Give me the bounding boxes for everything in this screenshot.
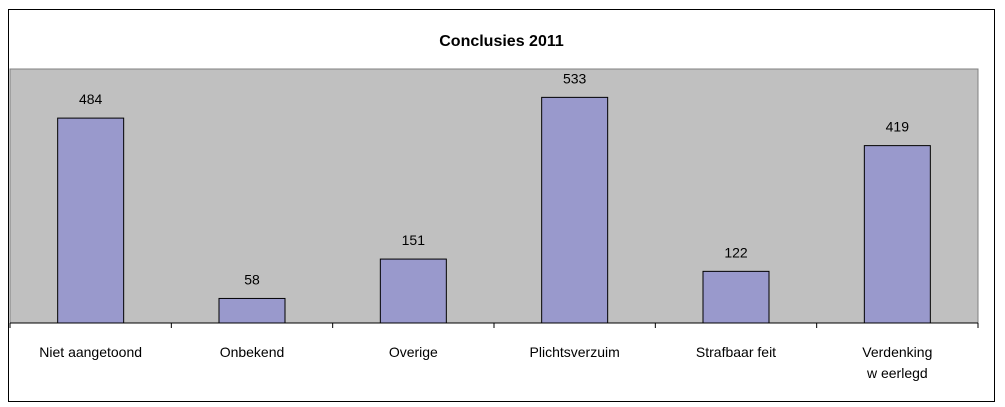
data-label: 122 xyxy=(724,244,748,260)
plot-area xyxy=(9,68,979,324)
category-label: Onbekend xyxy=(220,344,285,360)
data-label: 58 xyxy=(244,271,260,287)
chart-title: Conclusies 2011 xyxy=(439,33,564,50)
data-labels: 484 58 151 533 122 419 xyxy=(79,70,909,287)
bar xyxy=(702,270,770,324)
bar xyxy=(57,117,125,324)
data-label: 484 xyxy=(79,91,103,107)
category-label: Niet aangetoond xyxy=(39,344,142,360)
category-label: Plichtsverzuim xyxy=(530,344,620,360)
bar xyxy=(218,297,286,324)
bar xyxy=(541,96,609,324)
category-label: Verdenking xyxy=(862,344,932,360)
x-axis-ticks xyxy=(9,323,979,328)
data-label: 533 xyxy=(563,70,587,86)
data-label: 151 xyxy=(402,232,426,248)
category-label: Strafbaar feit xyxy=(696,344,776,360)
category-labels: Niet aangetoond Onbekend Overige Plichtsver… xyxy=(39,344,932,381)
bars xyxy=(57,96,931,324)
category-label: w eerlegd xyxy=(866,365,928,381)
bar xyxy=(379,258,447,324)
bar xyxy=(863,145,931,324)
category-label: Overige xyxy=(389,344,438,360)
data-label: 419 xyxy=(886,119,910,135)
